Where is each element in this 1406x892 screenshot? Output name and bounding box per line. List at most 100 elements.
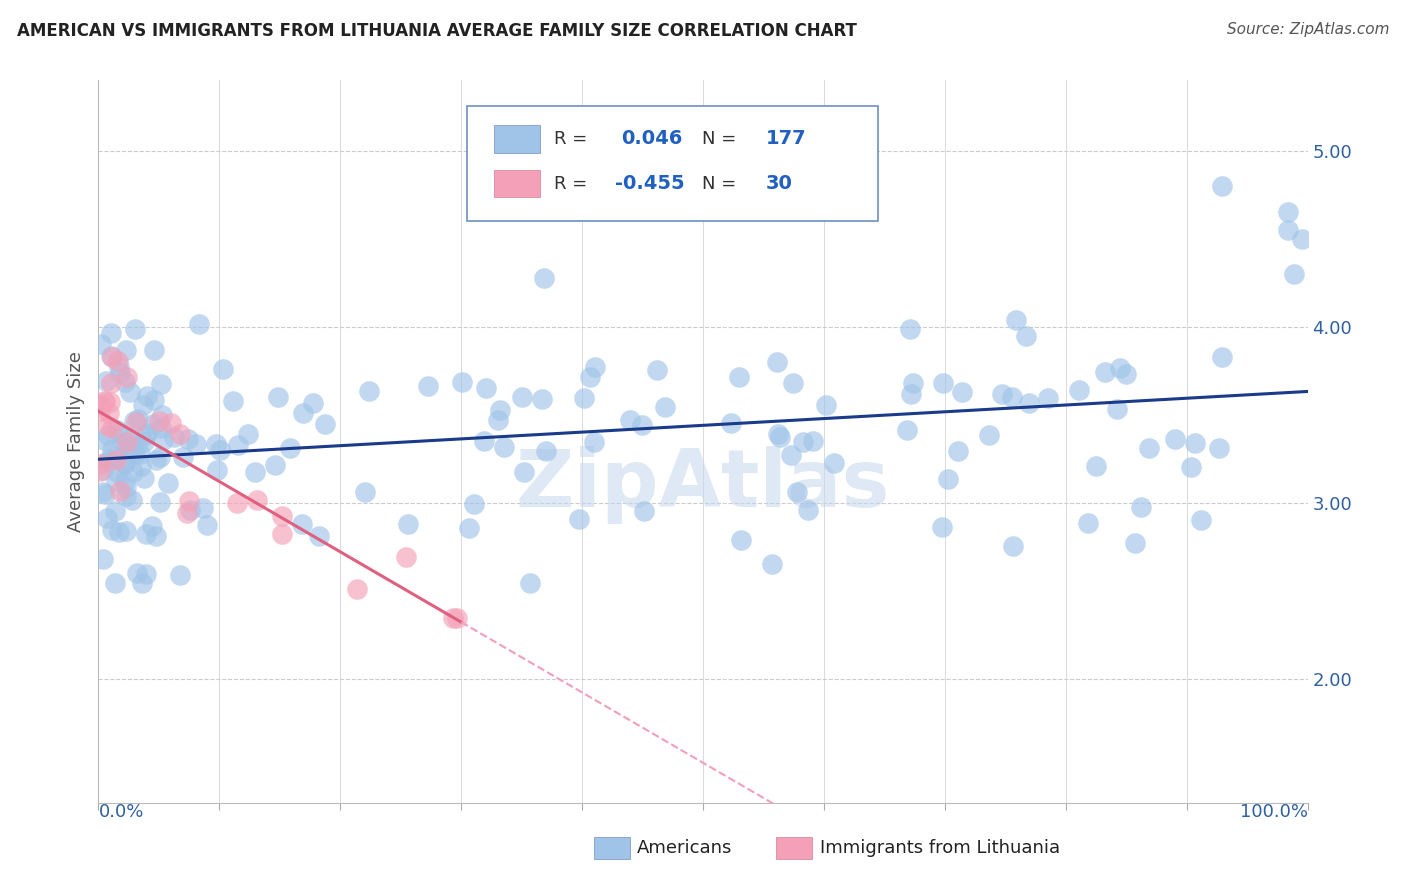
Point (91, 551, 114, 566)
Point (264, 458, 287, 473)
Point (143, 343, 166, 357)
Point (533, 271, 555, 285)
Point (308, 529, 330, 543)
Text: R =: R = (554, 130, 593, 148)
Point (124, 415, 146, 429)
Text: 100.0%: 100.0% (1240, 803, 1308, 821)
Point (1085, 458, 1108, 473)
Point (1001, 390, 1024, 404)
Point (786, 484, 808, 499)
Point (797, 503, 820, 517)
Point (105, 423, 128, 437)
Point (823, 456, 845, 470)
Point (1137, 441, 1160, 455)
Point (89, 403, 111, 417)
Point (1282, 267, 1305, 281)
Point (149, 376, 172, 391)
Point (1129, 500, 1152, 514)
Point (124, 446, 146, 460)
Point (145, 529, 167, 543)
Point (990, 386, 1012, 401)
Point (97, 455, 120, 469)
Point (1123, 535, 1146, 549)
Point (534, 443, 557, 458)
Text: AMERICAN VS IMMIGRANTS FROM LITHUANIA AVERAGE FAMILY SIZE CORRELATION CHART: AMERICAN VS IMMIGRANTS FROM LITHUANIA AV… (17, 22, 856, 40)
Point (458, 521, 481, 535)
Point (195, 518, 218, 533)
Text: 0.046: 0.046 (621, 129, 682, 148)
Point (114, 480, 136, 494)
Point (172, 450, 194, 464)
Text: 0.0%: 0.0% (98, 803, 143, 821)
Point (105, 453, 128, 467)
Point (169, 567, 191, 582)
Point (416, 378, 439, 392)
Point (291, 516, 314, 531)
Point (96, 374, 118, 388)
Point (768, 430, 790, 444)
Point (900, 387, 922, 401)
Point (149, 494, 172, 508)
Point (149, 450, 172, 464)
Point (977, 427, 1000, 442)
Point (97, 428, 120, 442)
Point (93, 393, 115, 408)
Text: Source: ZipAtlas.com: Source: ZipAtlas.com (1226, 22, 1389, 37)
Point (654, 400, 676, 414)
Point (101, 442, 124, 457)
Point (89, 397, 111, 411)
Point (1277, 205, 1299, 219)
Point (132, 470, 155, 484)
Point (135, 389, 157, 403)
Point (125, 437, 148, 451)
Point (107, 524, 129, 539)
Point (184, 436, 207, 450)
Point (115, 489, 138, 503)
Point (127, 566, 149, 581)
Point (901, 376, 924, 391)
Point (1036, 391, 1059, 405)
Point (152, 433, 174, 447)
Point (270, 508, 292, 523)
Text: Americans: Americans (637, 839, 733, 857)
Bar (595, 838, 630, 859)
Text: Immigrants from Lithuania: Immigrants from Lithuania (820, 839, 1060, 857)
Point (117, 370, 139, 384)
Point (531, 392, 554, 406)
Point (572, 392, 595, 406)
Point (396, 516, 419, 531)
Point (782, 376, 804, 390)
Point (91, 485, 114, 500)
Point (474, 380, 496, 394)
Point (619, 413, 641, 427)
Point (1189, 513, 1212, 527)
Point (631, 417, 654, 432)
Point (114, 455, 136, 469)
Bar (776, 838, 811, 859)
Point (107, 353, 129, 368)
Point (179, 493, 201, 508)
Text: 30: 30 (766, 174, 793, 193)
Point (1211, 179, 1233, 194)
Point (730, 533, 752, 547)
Point (97, 419, 120, 434)
Point (579, 370, 602, 384)
Text: -0.455: -0.455 (614, 174, 685, 193)
Point (727, 370, 749, 384)
Point (633, 504, 655, 518)
Point (176, 506, 198, 520)
Point (931, 376, 953, 390)
FancyBboxPatch shape (467, 105, 879, 221)
Point (278, 442, 301, 456)
Point (160, 416, 183, 430)
Point (1067, 383, 1090, 397)
Point (346, 582, 368, 596)
Point (124, 322, 146, 336)
Point (519, 575, 541, 590)
Point (568, 512, 591, 526)
Point (212, 362, 235, 376)
Point (936, 472, 959, 486)
Point (150, 409, 173, 423)
Point (141, 519, 163, 533)
Point (122, 465, 145, 479)
